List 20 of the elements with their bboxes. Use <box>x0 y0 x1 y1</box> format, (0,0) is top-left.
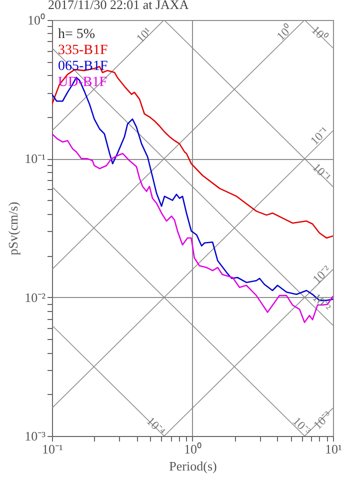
y-tick-label: 10⁰ <box>28 12 46 28</box>
annotation: h= 5% <box>58 27 96 42</box>
annotation: 10⁰ <box>274 22 295 44</box>
y-tick-label: 10⁻³ <box>24 428 46 444</box>
annotation: 10⁻² <box>310 290 334 315</box>
x-tick-label: 10⁰ <box>184 442 202 456</box>
y-axis-title: pSv(cm/s) <box>6 202 21 256</box>
annotation: 10⁻⁴ <box>144 414 168 438</box>
annotation: 10⁰ <box>308 22 330 44</box>
chart-title: 2017/11/30 22:01 at JAXA <box>48 0 190 12</box>
y-tick-label: 10⁻² <box>24 290 46 305</box>
annotation: 10⁻¹ <box>310 160 334 184</box>
x-tick-label: 10¹ <box>325 442 342 456</box>
x-axis-title: Period(s) <box>169 458 217 474</box>
annotation: 10⁻² <box>310 262 334 286</box>
annotation: 10¹ <box>133 24 155 46</box>
x-tick-label: 10⁻¹ <box>42 442 64 456</box>
y-tick-label: 10⁻¹ <box>24 151 46 166</box>
annotation: 10⁻¹ <box>308 124 332 148</box>
series-label: 335-B1F <box>58 43 108 58</box>
